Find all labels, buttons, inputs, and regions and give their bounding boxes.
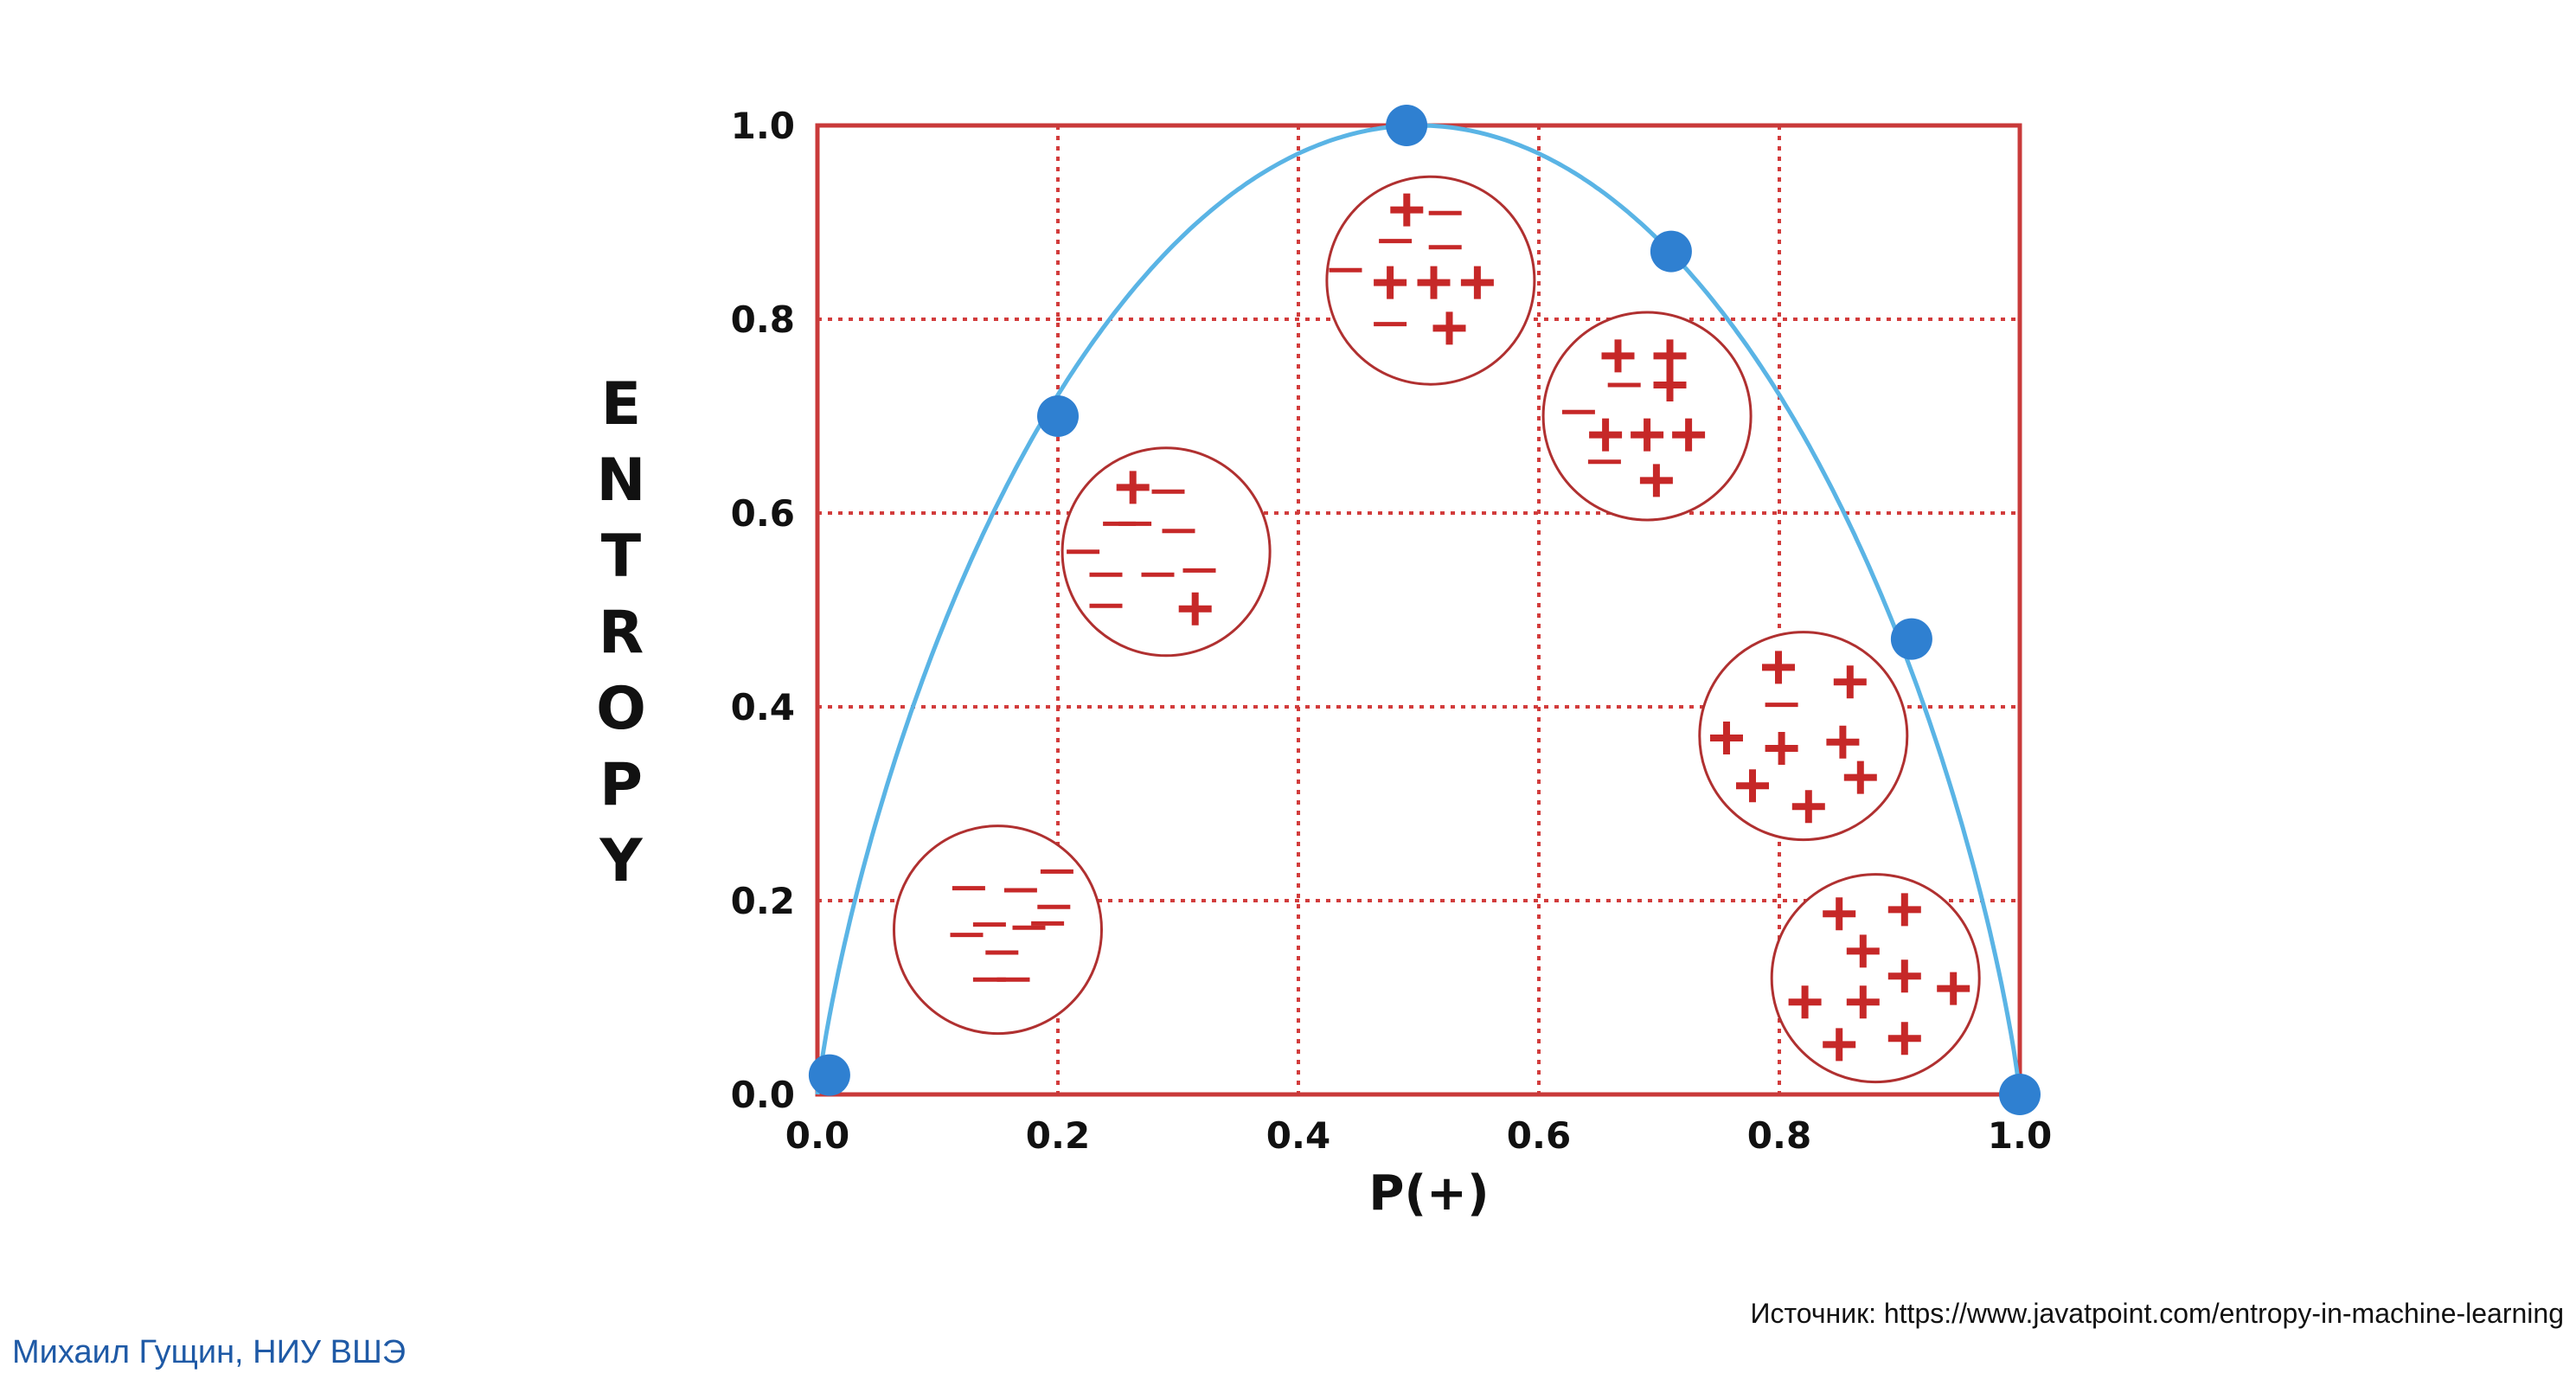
plus-symbol <box>1653 369 1687 401</box>
source-citation: Источник: https://www.javatpoint.com/ent… <box>1750 1298 2564 1329</box>
plus-symbol <box>1791 790 1825 824</box>
y-axis-title-letter: N <box>597 446 646 515</box>
data-point <box>1650 230 1692 273</box>
sample-circle-3 <box>1325 175 1536 386</box>
plus-symbol <box>1823 1028 1856 1062</box>
data-point <box>1037 395 1079 437</box>
y-axis-title-letter: R <box>599 599 644 667</box>
sample-circle-4 <box>1541 311 1753 522</box>
plus-symbol <box>1937 972 1970 1005</box>
plus-symbol <box>1639 464 1673 497</box>
y-axis-title-letter: Y <box>599 827 643 895</box>
sample-circle-outline <box>893 825 1103 1036</box>
sample-circle-2 <box>1061 446 1272 658</box>
sample-circles <box>893 175 1981 1084</box>
plus-symbol <box>1887 959 1921 993</box>
plus-symbol <box>1631 418 1664 452</box>
sample-circle-outline <box>1541 311 1753 522</box>
plus-symbol <box>1432 311 1466 345</box>
plus-symbol <box>1887 893 1921 927</box>
plus-symbol <box>1765 732 1798 765</box>
y-tick-label: 1.0 <box>731 105 795 147</box>
plus-symbol <box>1710 722 1743 754</box>
y-axis-title-letter: O <box>596 675 646 743</box>
plus-symbol <box>1833 665 1867 699</box>
plus-symbol <box>1788 985 1822 1019</box>
plus-symbol <box>1653 339 1687 373</box>
data-point <box>1999 1074 2041 1115</box>
plus-symbol <box>1826 725 1860 759</box>
data-point <box>808 1054 850 1096</box>
y-tick-label: 0.2 <box>731 880 795 922</box>
plus-symbol <box>1762 651 1795 684</box>
sample-circle-1 <box>893 825 1103 1036</box>
y-tick-labels: 0.0 0.2 0.4 0.6 0.8 1.0 <box>731 105 795 1116</box>
y-axis-title-letter: T <box>601 523 642 591</box>
data-points <box>808 105 2041 1115</box>
x-tick-label: 0.0 <box>785 1114 849 1157</box>
plus-symbol <box>1846 985 1880 1019</box>
y-axis-title-letter: E <box>601 370 641 439</box>
plus-symbol <box>1460 266 1494 299</box>
plus-symbol <box>1390 193 1424 227</box>
y-axis-title-letter: P <box>599 751 643 819</box>
sample-circle-6 <box>1770 873 1981 1084</box>
data-point <box>1386 105 1428 146</box>
y-tick-label: 0.4 <box>731 686 795 728</box>
x-tick-label: 0.4 <box>1266 1114 1330 1157</box>
y-tick-label: 0.6 <box>731 492 795 535</box>
plus-symbol <box>1417 266 1451 299</box>
data-point <box>1890 618 1932 660</box>
x-tick-label: 0.2 <box>1026 1114 1090 1157</box>
plus-symbol <box>1374 266 1407 299</box>
sample-circle-outline <box>1770 873 1981 1084</box>
x-tick-label: 1.0 <box>1988 1114 2052 1157</box>
plus-symbol <box>1589 418 1623 452</box>
sample-circle-5 <box>1698 631 1909 842</box>
plus-symbol <box>1887 1022 1921 1056</box>
plus-symbol <box>1843 760 1877 794</box>
x-axis-title: P(+) <box>1368 1165 1489 1222</box>
x-tick-label: 0.8 <box>1747 1114 1811 1157</box>
plus-symbol <box>1823 897 1856 931</box>
plus-symbol <box>1672 418 1706 452</box>
y-tick-label: 0.0 <box>731 1074 795 1116</box>
plus-symbol <box>1178 592 1212 626</box>
author-footer: Михаил Гущин, НИУ ВШЭ <box>12 1334 407 1370</box>
plus-symbol <box>1846 934 1880 968</box>
plus-symbol <box>1736 769 1769 803</box>
plus-symbol <box>1116 471 1150 504</box>
plus-symbol <box>1601 339 1635 373</box>
x-tick-labels: 0.0 0.2 0.4 0.6 0.8 1.0 <box>785 1114 2052 1157</box>
y-tick-label: 0.8 <box>731 298 795 341</box>
x-tick-label: 0.6 <box>1507 1114 1571 1157</box>
